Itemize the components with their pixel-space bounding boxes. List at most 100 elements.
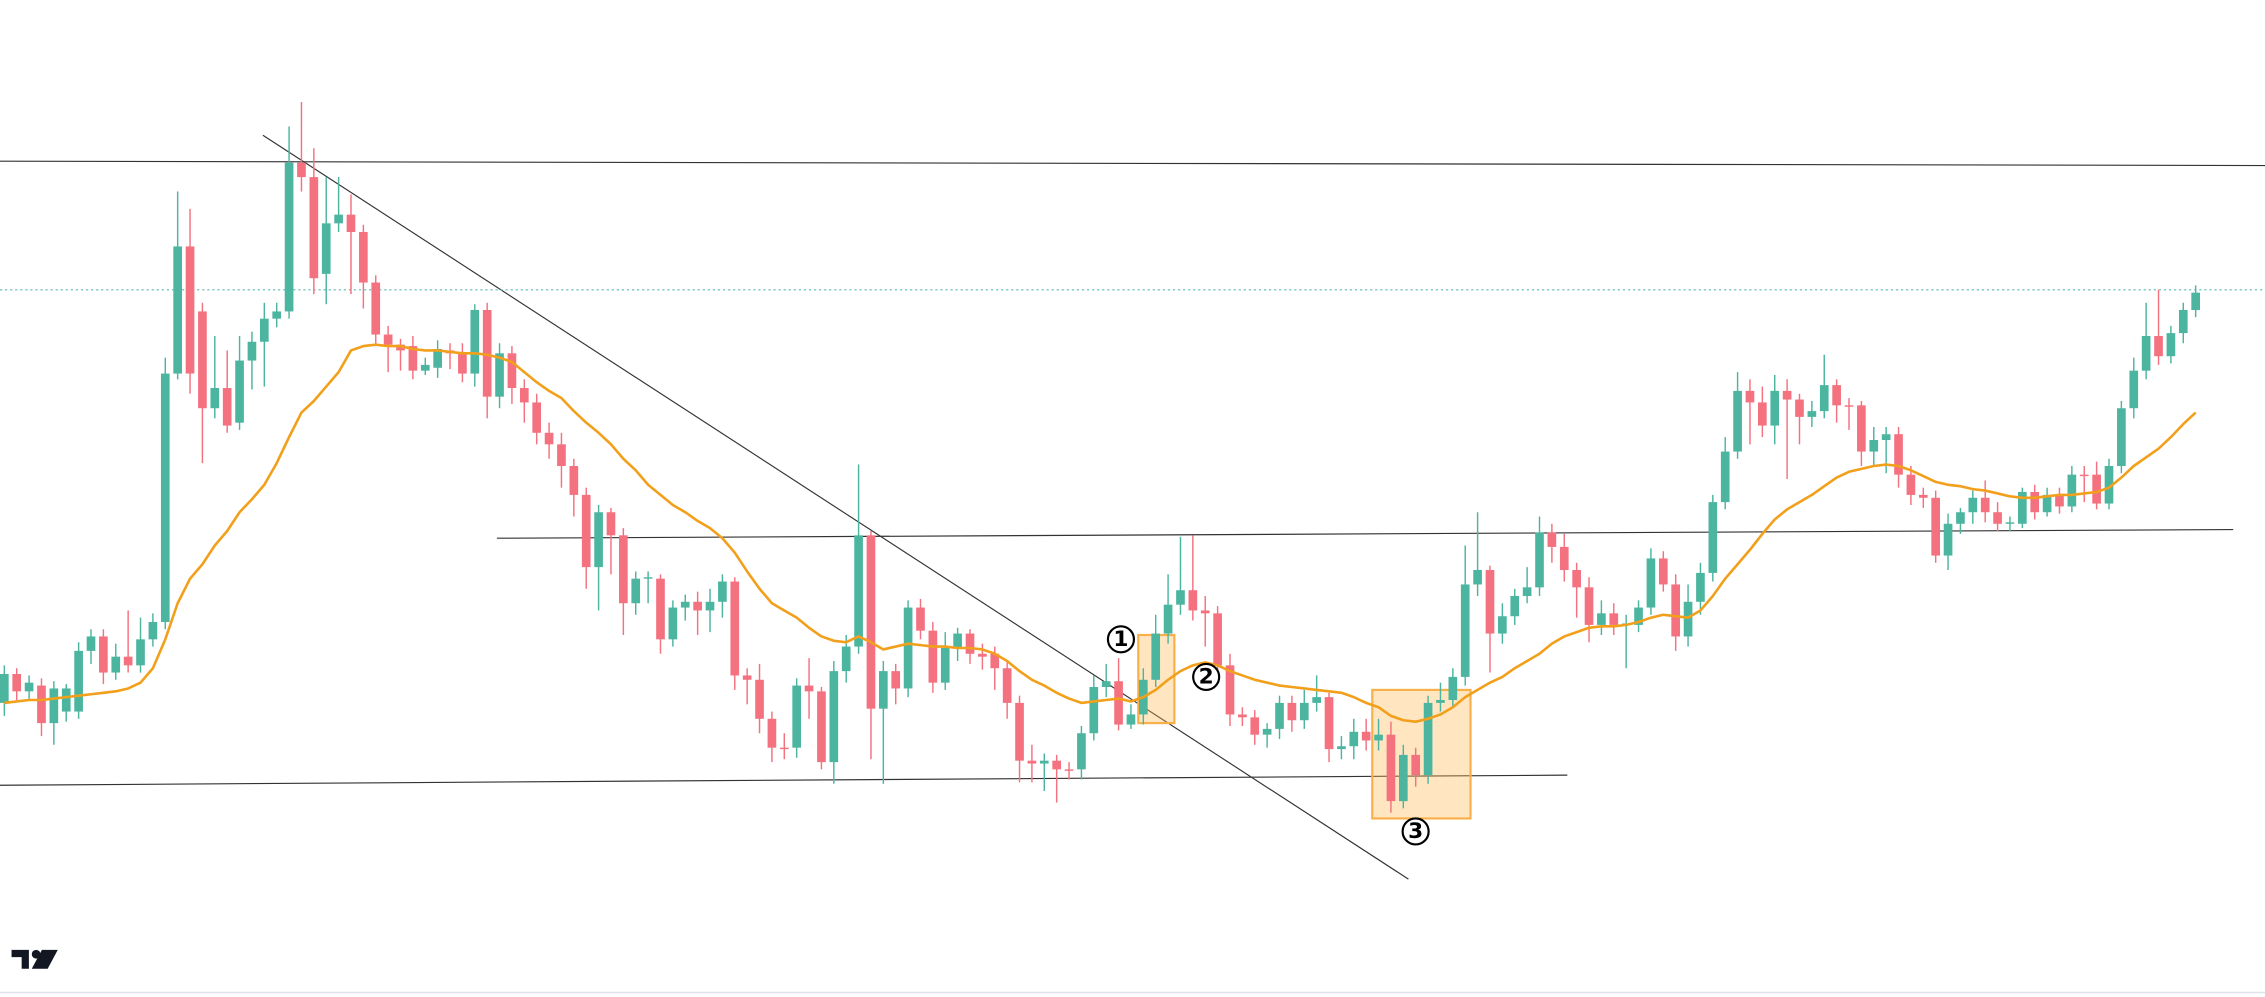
candle-body (1857, 405, 1866, 452)
candle-body (1980, 497, 1990, 513)
candle-body (940, 648, 950, 683)
candle-body (1918, 494, 1928, 498)
candle-body (854, 535, 863, 647)
candle-body (1250, 717, 1260, 735)
resistance-line (0, 160, 2265, 167)
candle-body (978, 653, 987, 657)
candle-body (1535, 532, 1544, 588)
candle-body (891, 671, 901, 689)
candle-body (74, 650, 83, 712)
candle-body (1795, 399, 1804, 417)
candle-body (86, 636, 96, 651)
candle-body (594, 512, 603, 568)
candle-body (668, 607, 678, 640)
candle-body (235, 360, 244, 423)
candle-body (470, 309, 480, 374)
candle-body (408, 346, 418, 371)
candle-body (37, 685, 46, 724)
candle-body (1943, 523, 1953, 556)
candle-body (371, 282, 381, 335)
candle-body (1696, 572, 1705, 602)
candle-body (1101, 681, 1111, 688)
candle-body (1658, 558, 1668, 585)
candle-body (1708, 502, 1718, 573)
candle-body (718, 581, 727, 602)
trend-line (262, 134, 1409, 880)
tv-logo-dot (31, 949, 41, 959)
candle-body (198, 311, 207, 409)
candle-body (1745, 390, 1755, 403)
candle-body (1262, 728, 1272, 735)
candle-body (495, 353, 504, 397)
candles (0, 101, 2200, 813)
candle-body (841, 646, 851, 672)
candle-body (680, 601, 690, 608)
candle-body (1931, 497, 1941, 556)
candle-body (1312, 697, 1321, 703)
candle-body (2055, 494, 2064, 507)
candle-body (1398, 754, 1408, 802)
candle-body (49, 688, 59, 724)
level-line (496, 528, 2234, 539)
candle-body (903, 607, 913, 689)
candle-body (272, 311, 282, 319)
candle-body (656, 578, 665, 640)
candle-body (2042, 494, 2052, 513)
candle-body (1411, 754, 1421, 776)
candle-body (2018, 491, 2027, 524)
annotation: 1 (1113, 627, 1128, 652)
annotation-circle (1192, 662, 1221, 691)
candle-body (928, 630, 938, 683)
candle-body (309, 177, 319, 279)
candle-body (24, 682, 34, 692)
candle-body (1337, 746, 1346, 750)
candle-body (284, 162, 294, 312)
candle-body (2092, 474, 2101, 504)
candle-body (1423, 702, 1433, 776)
candle-body (297, 162, 306, 178)
candle-body (730, 581, 740, 676)
candle-body (2030, 491, 2040, 513)
candle-body (817, 691, 826, 763)
candle-body (965, 633, 975, 654)
candle-body (1782, 390, 1792, 400)
candle-body (1881, 434, 1891, 440)
candle-body (705, 601, 715, 611)
drawings (0, 134, 2265, 880)
candle-body (1275, 702, 1284, 729)
candle-body (420, 364, 430, 371)
candle-body (1733, 390, 1742, 452)
candle-body (1448, 676, 1458, 701)
candle-body (1064, 769, 1074, 771)
candle-body (334, 214, 343, 224)
candle-body (1634, 607, 1643, 625)
candle-body (767, 718, 777, 748)
candle-body (61, 688, 71, 712)
candle-body (1039, 760, 1049, 764)
candle-body (1460, 584, 1470, 677)
candle-body (569, 465, 579, 495)
candle-body (879, 671, 888, 709)
candle-body (2117, 408, 2126, 466)
candle-body (148, 622, 158, 640)
candle-body (829, 671, 839, 763)
candle-body (433, 348, 442, 368)
candle-body (1151, 633, 1161, 680)
candle-body (1671, 584, 1681, 637)
candle-body (111, 656, 121, 673)
candle-body (916, 607, 925, 631)
candle-body (259, 318, 269, 342)
candle-body (742, 675, 752, 680)
support-line (0, 774, 1568, 786)
candle-body (1758, 402, 1767, 426)
candle-body (1968, 497, 1978, 513)
candle-body (1126, 714, 1136, 725)
candle-body (458, 353, 467, 374)
candle-body (1819, 385, 1829, 412)
candle-body (123, 656, 133, 666)
candle-body (1213, 613, 1222, 666)
candle-body (321, 223, 331, 274)
candle-body (1993, 512, 2002, 524)
